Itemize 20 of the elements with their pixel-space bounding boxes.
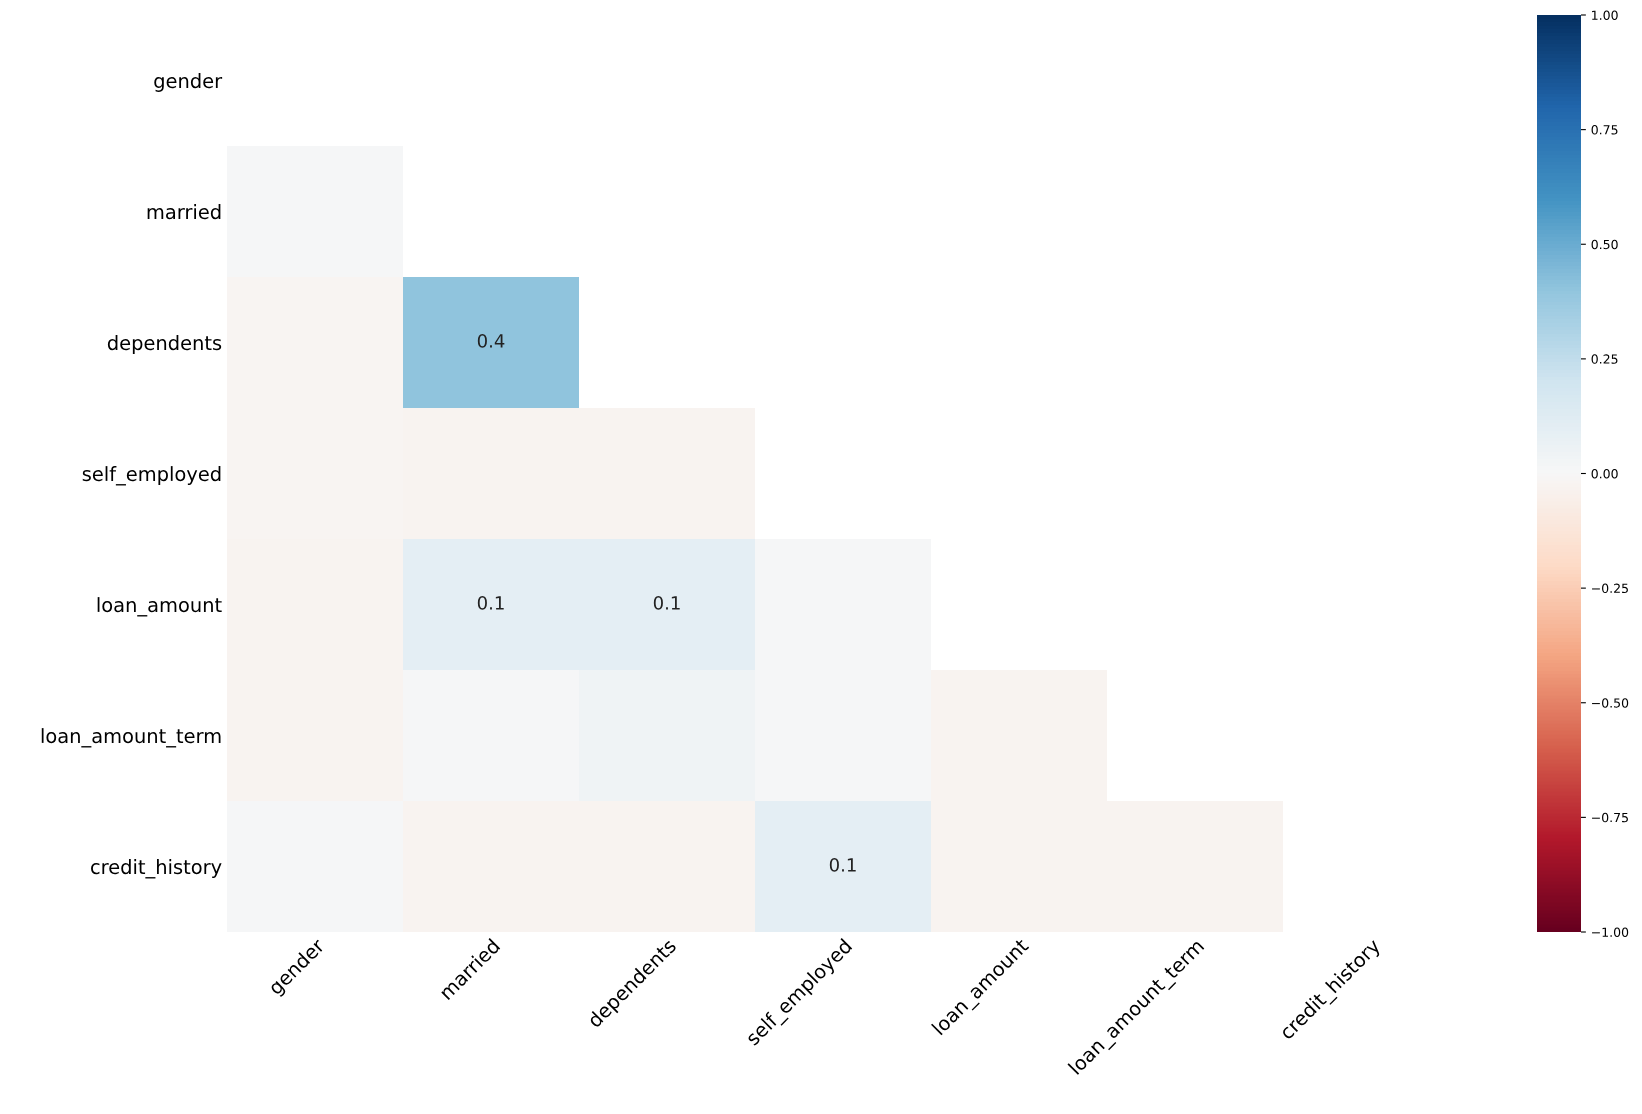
- color-bar-label: 0.00: [1591, 468, 1618, 479]
- y-tick-label: loan_amount: [97, 597, 222, 617]
- color-bar-label: −0.50: [1592, 698, 1629, 708]
- y-tick-label: loan_amount_term: [41, 728, 221, 748]
- y-tick-label: credit_history: [91, 859, 222, 879]
- color-bar-label: −0.25: [1592, 583, 1628, 594]
- color-bar-label: 0.75: [1591, 125, 1618, 135]
- color-bar-label: −0.75: [1592, 812, 1628, 823]
- data-label: 0.1: [477, 596, 504, 610]
- data-label: 0.1: [653, 596, 680, 610]
- color-bar-label: 1.00: [1592, 10, 1618, 20]
- data-label: 0.4: [477, 334, 505, 348]
- data-label: 0.1: [829, 858, 856, 872]
- y-tick-label: gender: [154, 73, 223, 92]
- color-bar-label: −1.00: [1592, 927, 1629, 937]
- color-bar-label: 0.25: [1591, 354, 1618, 364]
- y-tick-label: married: [147, 204, 221, 220]
- color-bar-label: 0.50: [1591, 239, 1618, 250]
- y-tick-label: dependents: [107, 335, 222, 354]
- y-tick-label: self_employed: [82, 466, 221, 486]
